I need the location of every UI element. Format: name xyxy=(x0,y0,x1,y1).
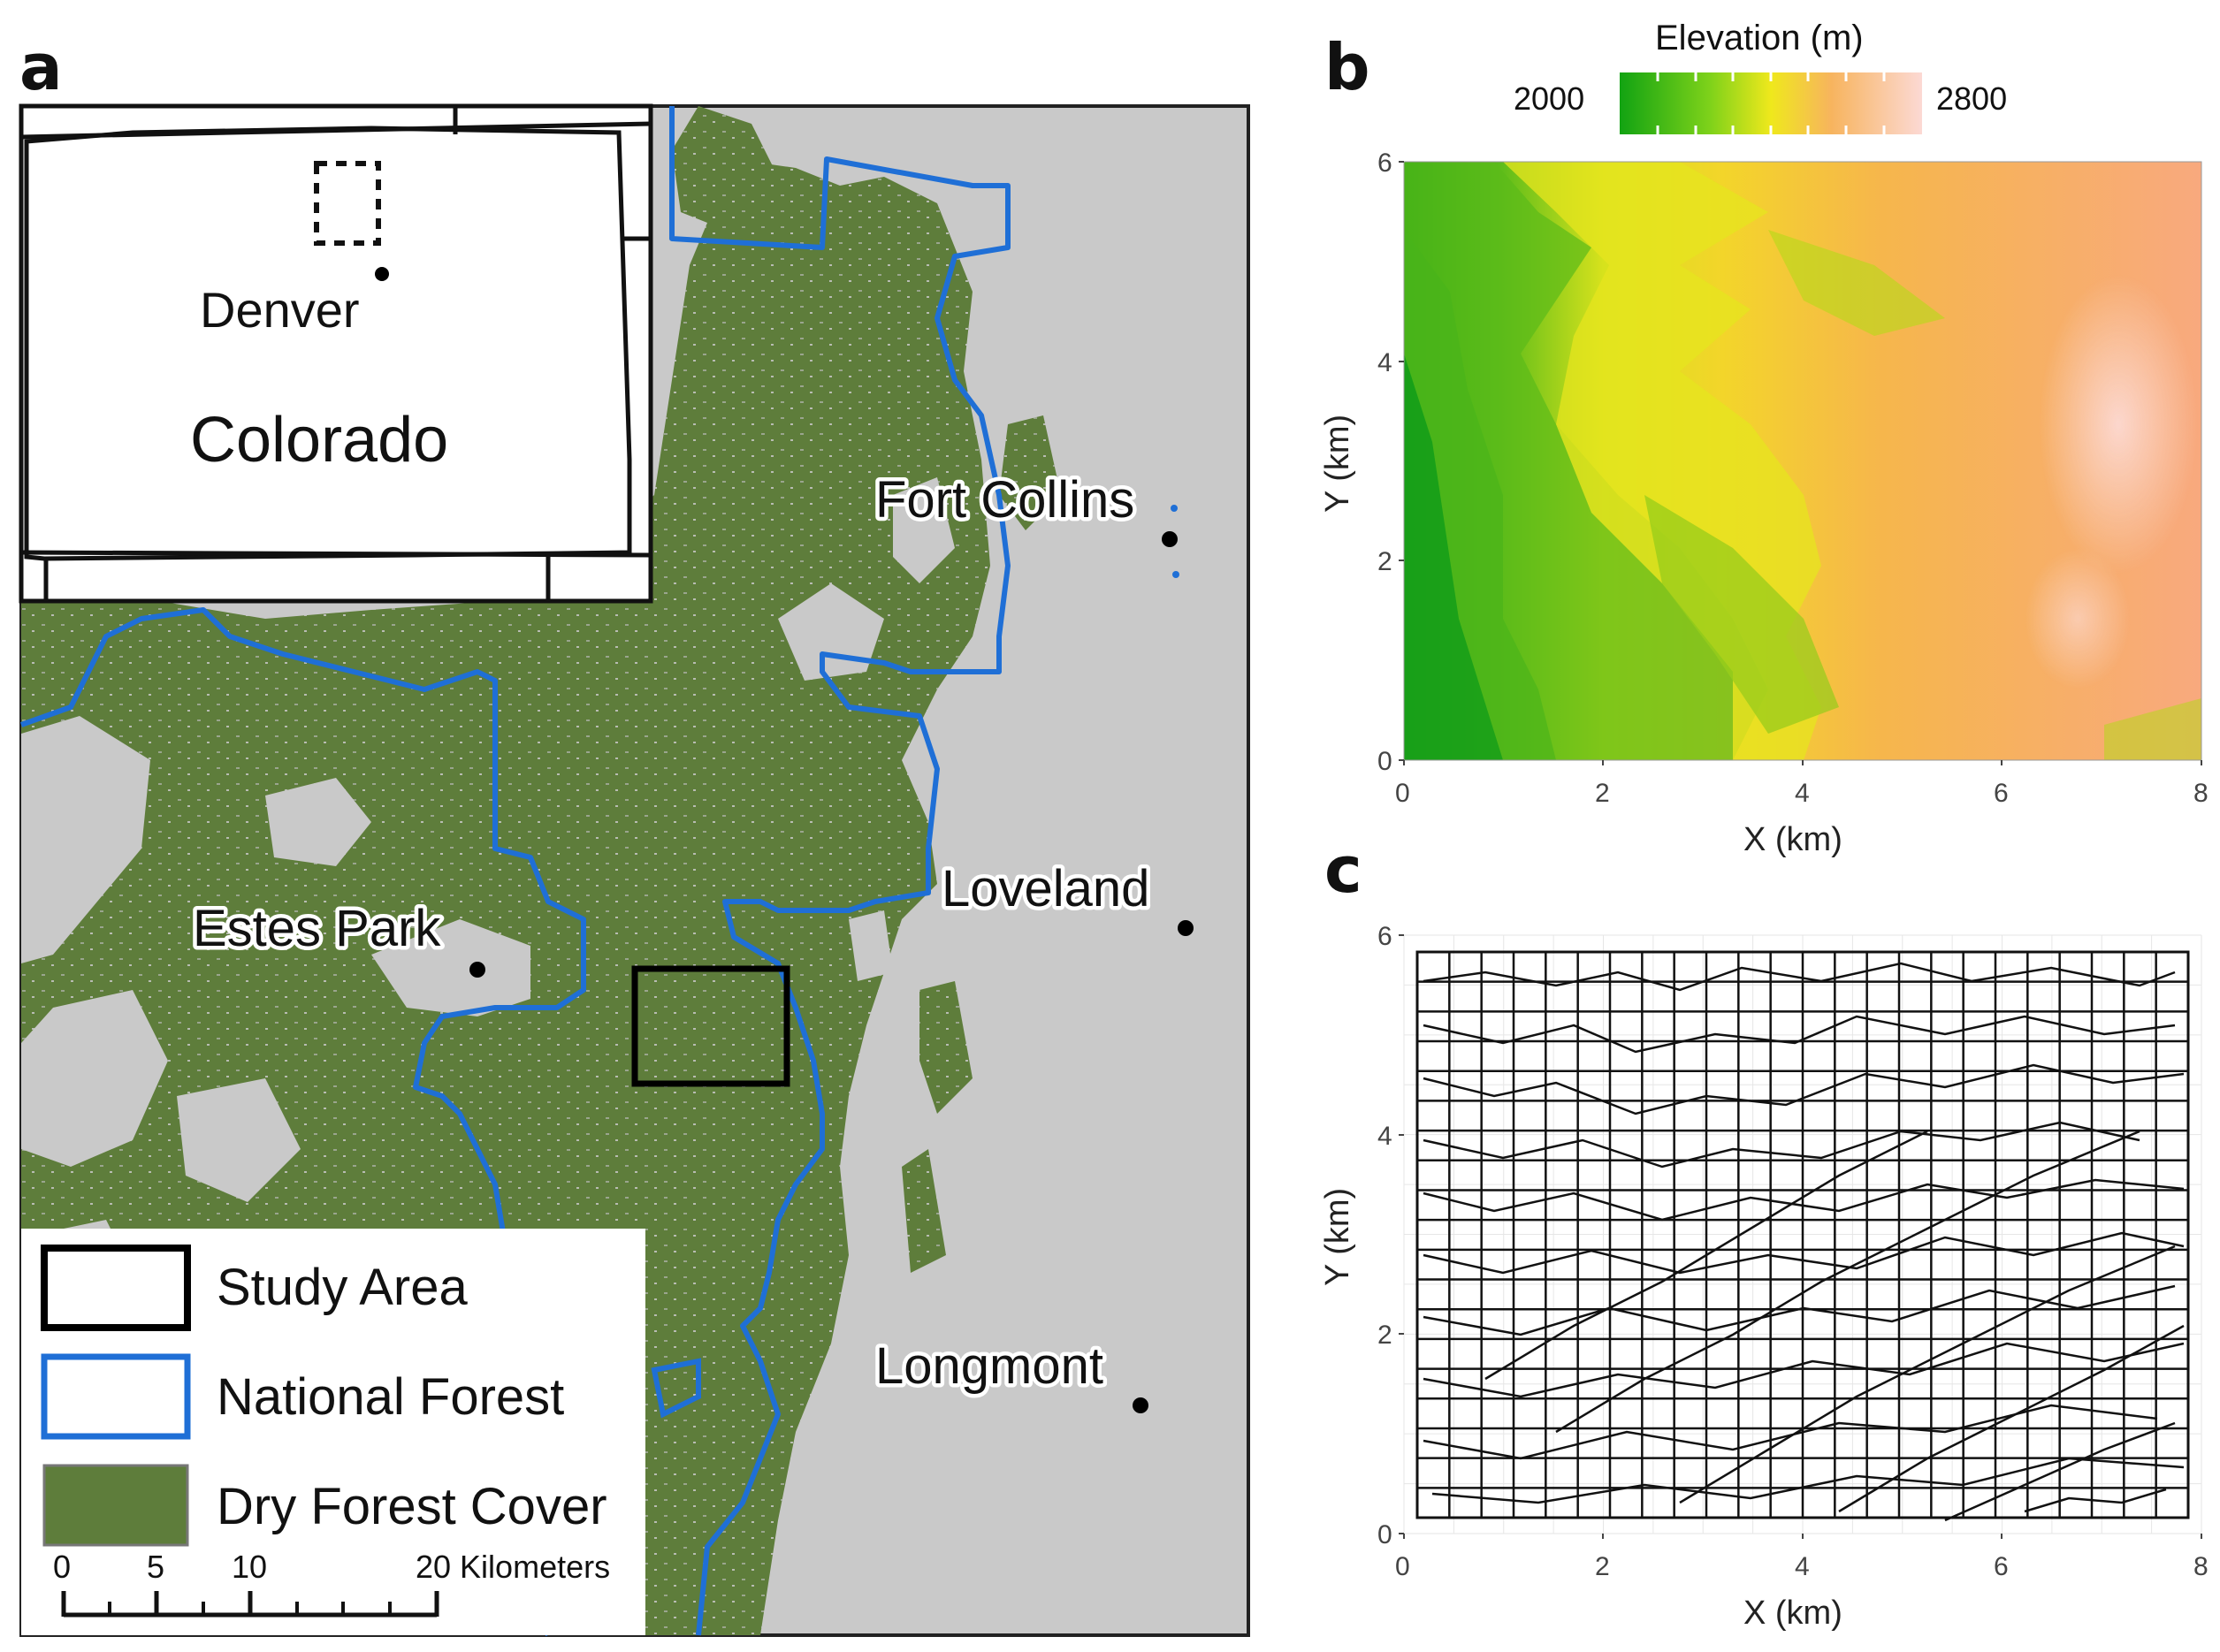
svg-text:8: 8 xyxy=(2193,1552,2209,1581)
panel-c-ylabel: Y (km) xyxy=(1319,1188,1356,1286)
panel-c-letter: c xyxy=(1324,833,1362,907)
svg-text:2: 2 xyxy=(1595,779,1610,808)
svg-text:4: 4 xyxy=(1377,1122,1392,1151)
svg-text:6: 6 xyxy=(1994,779,2009,808)
study-area-box xyxy=(631,965,790,1087)
panel-b-ylabel: Y (km) xyxy=(1319,415,1356,513)
loveland-point xyxy=(1178,920,1194,936)
panel-c-xlabel: X (km) xyxy=(1743,1595,1842,1632)
elevation-legend-min: 2000 xyxy=(1514,80,1584,117)
svg-text:4: 4 xyxy=(1377,348,1392,377)
svg-text:20 Kilometers: 20 Kilometers xyxy=(416,1549,610,1585)
svg-text:4: 4 xyxy=(1795,779,1810,808)
inset-map: Denver Colorado xyxy=(19,103,653,604)
map-legend: Study Area National Forest Dry Forest Co… xyxy=(21,1229,645,1635)
scale-bar: 0 5 10 20 Kilometers xyxy=(53,1549,610,1618)
legend-label-national-forest: National Forest xyxy=(217,1368,564,1426)
grid-panel: 0 2 4 6 0 2 4 6 8 X (km) Y (km) xyxy=(1319,922,2209,1632)
svg-text:4: 4 xyxy=(1795,1552,1810,1581)
elevation-colorbar xyxy=(1620,72,1922,134)
svg-text:0: 0 xyxy=(53,1549,71,1585)
label-fort-collins: Fort Collins xyxy=(875,471,1134,529)
svg-text:8: 8 xyxy=(2193,779,2209,808)
estes-park-point xyxy=(469,962,485,978)
svg-text:0: 0 xyxy=(1395,1552,1410,1581)
inset-colorado-label: Colorado xyxy=(190,405,448,476)
legend-swatch-national-forest xyxy=(41,1353,191,1440)
svg-text:2: 2 xyxy=(1377,1321,1392,1350)
svg-text:0: 0 xyxy=(1377,747,1392,776)
denver-point xyxy=(375,267,389,281)
panel-b-letter: b xyxy=(1324,30,1370,104)
panel-a-letter: a xyxy=(19,30,63,104)
label-longmont: Longmont xyxy=(875,1337,1103,1395)
longmont-point xyxy=(1133,1397,1148,1413)
svg-text:5: 5 xyxy=(147,1549,164,1585)
svg-text:10: 10 xyxy=(232,1549,267,1585)
fort-collins-point xyxy=(1162,531,1178,547)
svg-text:6: 6 xyxy=(1994,1552,2009,1581)
legend-label-study-area: Study Area xyxy=(217,1259,468,1316)
svg-text:0: 0 xyxy=(1377,1520,1392,1549)
elevation-legend-title: Elevation (m) xyxy=(1655,19,1864,57)
inset-denver-label: Denver xyxy=(200,282,360,338)
legend-label-dry-forest: Dry Forest Cover xyxy=(217,1478,607,1535)
svg-text:6: 6 xyxy=(1377,148,1392,178)
panel-b-xlabel: X (km) xyxy=(1743,821,1842,858)
svg-text:6: 6 xyxy=(1377,922,1392,951)
stream-network xyxy=(1423,962,2185,1522)
legend-swatch-study-area xyxy=(41,1245,191,1331)
elevation-panel: Elevation (m) 2000 2800 xyxy=(1319,19,2209,858)
map-panel: Fort Collins Loveland Estes Park Longmon… xyxy=(19,103,1250,1637)
elevation-legend-max: 2800 xyxy=(1936,80,2007,117)
legend-swatch-dry-forest xyxy=(42,1464,189,1547)
svg-text:2: 2 xyxy=(1595,1552,1610,1581)
svg-text:0: 0 xyxy=(1395,779,1410,808)
label-loveland: Loveland xyxy=(942,860,1149,917)
svg-text:2: 2 xyxy=(1377,547,1392,576)
label-estes-park: Estes Park xyxy=(193,900,441,957)
